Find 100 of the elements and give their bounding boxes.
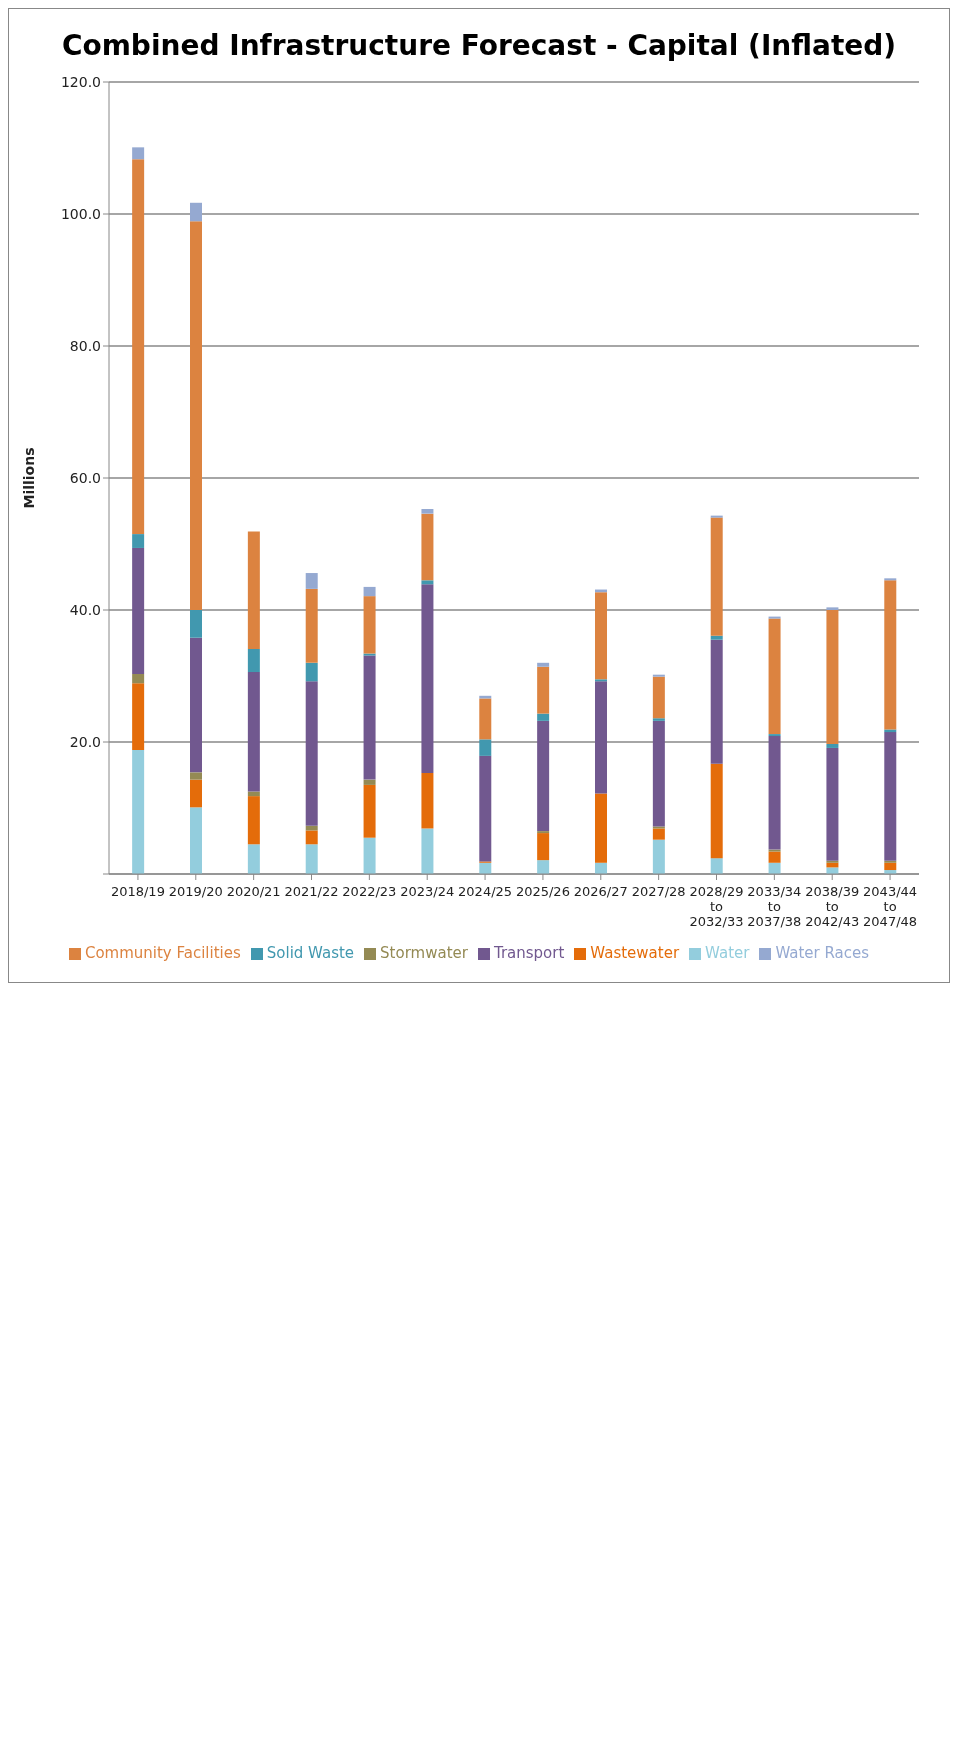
bar [132,683,145,750]
bar [190,637,202,773]
bar [652,676,665,719]
bar [132,534,145,548]
bar [710,517,723,636]
bar [132,674,145,684]
bar [710,858,723,874]
bar [595,592,607,680]
bar [884,729,897,733]
legend-label: Community Facilities [84,944,241,962]
bar [884,862,897,871]
x-tick-label: 2025/26 [515,884,570,899]
bar [190,807,202,874]
bar [710,635,723,640]
bar [652,720,665,827]
chart-title: Combined Infrastructure Forecast - Capital (Inflated) [60,29,898,62]
bar [768,851,781,863]
bar [363,784,376,838]
legend-label: Wastewater [590,944,680,962]
bar [826,867,839,874]
bar [363,655,376,780]
x-tick-label: 2019/20 [168,884,223,899]
bar [190,610,202,638]
x-tick-label: 2021/22 [284,884,339,899]
bar [421,509,434,514]
legend-label: Transport [493,944,565,962]
bar [537,666,550,714]
bar [884,580,897,730]
x-tick-label: 2038/39 to 2042/43 [805,884,860,929]
bar [479,755,492,862]
x-tick-label: 2020/21 [226,884,281,899]
x-tick-label: 2043/44 to 2047/48 [863,884,918,929]
bar [305,681,318,826]
bar [190,202,202,222]
bar [421,584,434,774]
bar [826,743,839,748]
y-tick-label: 60.0 [69,469,101,486]
x-tick-label: 2022/23 [342,884,397,899]
bar [190,772,202,780]
bar [363,837,376,874]
bar [595,793,607,863]
y-tick-label: 80.0 [69,337,101,354]
x-tick-label: 2028/29 to 2032/33 [689,884,744,929]
legend-label: Water [705,944,750,962]
bar [479,698,492,740]
x-tick-label: 2024/25 [458,884,513,899]
legend-label: Water Races [775,944,870,962]
bar [132,749,145,874]
bar [652,828,665,840]
bar [305,830,318,845]
bar [479,739,492,756]
x-tick-label: 2027/28 [631,884,686,899]
bar [305,844,318,874]
bar [363,779,376,785]
legend-label: Stormwater [380,944,468,962]
y-tick-label: 20.0 [69,733,101,750]
bar [537,833,550,861]
bar [421,580,434,585]
bar [421,513,434,581]
bar [305,573,318,589]
bar [710,639,723,764]
bar [652,718,665,721]
bar [247,648,260,673]
bar [190,221,202,610]
bar [363,596,376,654]
y-axis-title: Millions [20,447,37,509]
bar [537,713,550,721]
y-tick-label: 40.0 [69,601,101,618]
bar [132,159,145,535]
bar [537,662,550,667]
x-tick-label: 2018/19 [110,884,165,899]
y-tick-label: 120.0 [60,73,101,90]
bar [247,796,260,845]
bar [595,681,607,794]
bar [768,736,781,850]
bar [247,531,260,649]
bar [190,779,202,808]
bar [132,147,145,160]
bar [363,586,376,597]
bar [826,747,839,861]
bar [132,547,145,675]
bar [305,588,318,663]
bar [305,662,318,682]
bar [826,607,839,610]
bar [247,672,260,792]
bar [710,763,723,859]
bar [652,839,665,874]
bar [826,610,839,744]
legend-label: Solid Waste [266,944,355,962]
bar [421,828,434,874]
bar [537,720,550,832]
x-tick-label: 2023/24 [400,884,455,899]
y-tick-label: 100.0 [60,205,101,222]
bar [421,773,434,829]
x-tick-label: 2026/27 [573,884,628,899]
bar [247,844,260,874]
bar [768,618,781,735]
x-tick-label: 2033/34 to 2037/38 [747,884,802,929]
bar [884,732,897,861]
bar [537,860,550,874]
